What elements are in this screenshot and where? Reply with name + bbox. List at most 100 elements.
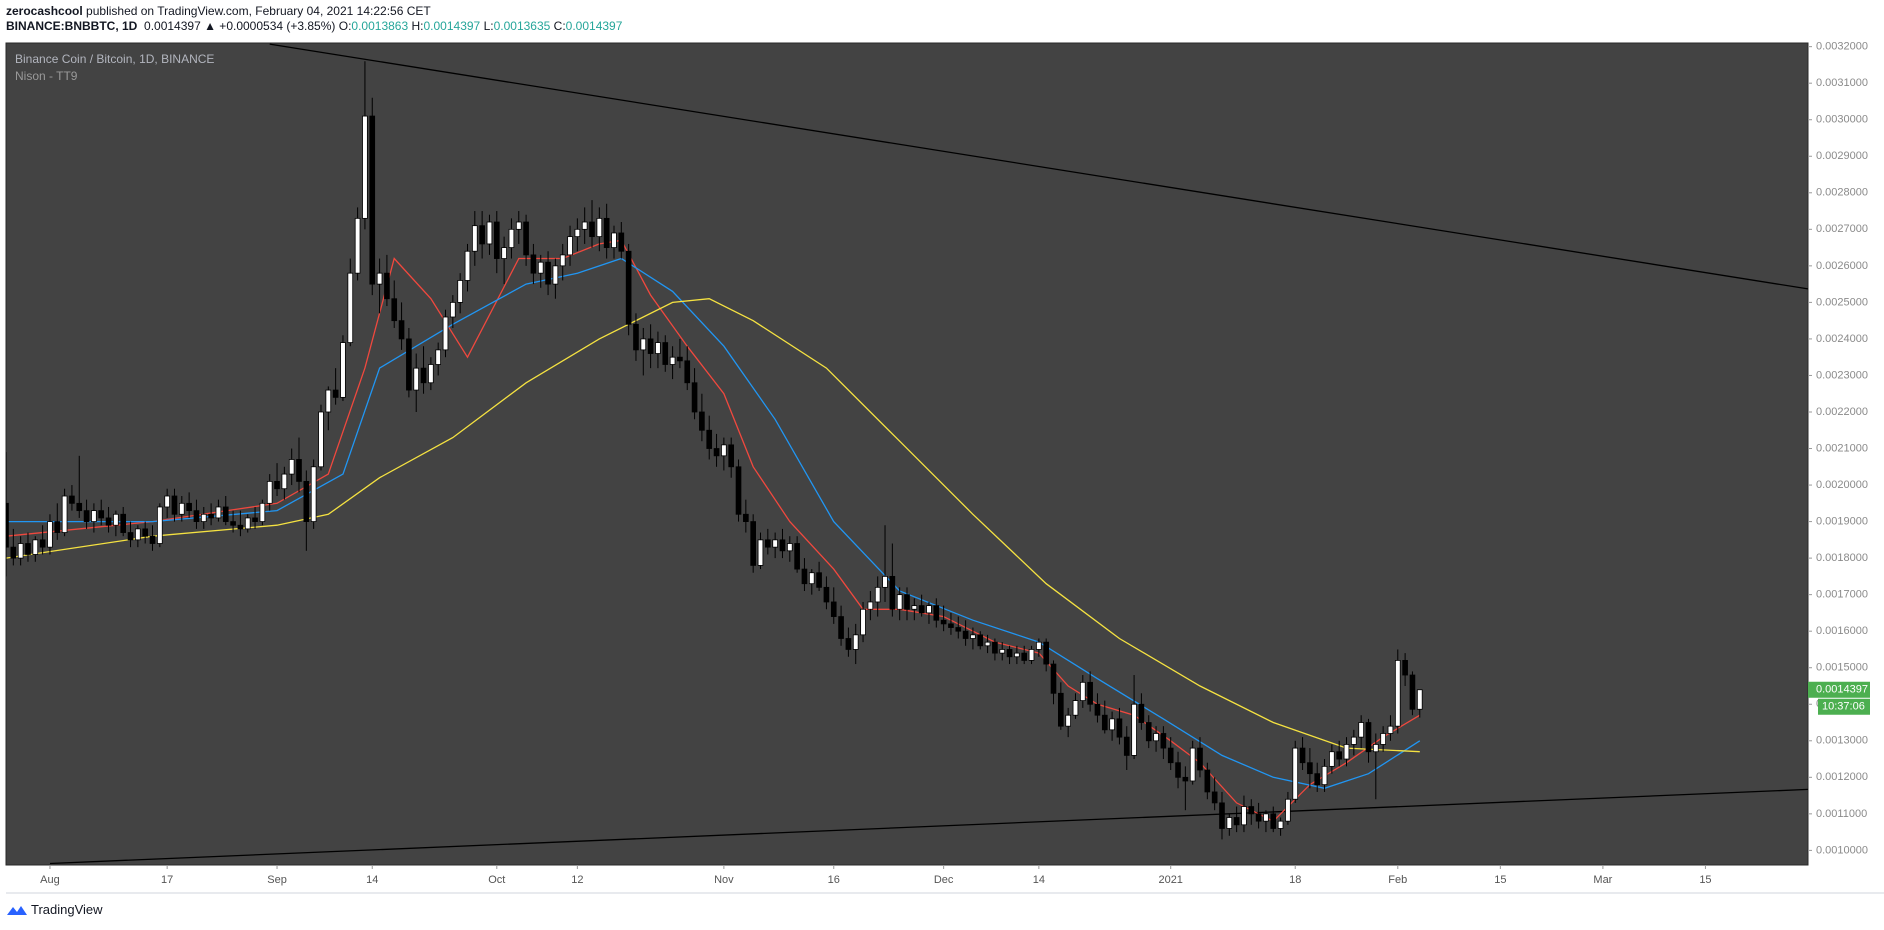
candle-body (105, 517, 112, 526)
candle-body (435, 349, 442, 365)
candle-body (215, 506, 222, 519)
x-tick-label: 15 (1699, 874, 1711, 886)
candle-body (54, 521, 61, 533)
candle-body (1321, 765, 1328, 786)
ohlc-key: O: (338, 19, 352, 33)
last: 0.0014397 (144, 19, 201, 33)
candle-body (1138, 703, 1145, 723)
candle-body (808, 572, 815, 585)
candle-body (508, 228, 515, 248)
candle-body (984, 641, 991, 647)
candle-body (274, 480, 280, 490)
candle-body (471, 225, 478, 252)
candle-body (83, 510, 90, 522)
x-tick-label: 15 (1494, 874, 1506, 886)
candle-body (1123, 736, 1130, 756)
y-tick-label: 0.0013000 (1816, 735, 1868, 747)
y-tick-label: 0.0023000 (1816, 369, 1868, 381)
candle-body (640, 338, 647, 351)
candle-body (47, 521, 53, 548)
candle-body (1065, 714, 1071, 727)
x-tick-label: Nov (714, 874, 734, 886)
candle-body (1402, 660, 1408, 676)
symbol: BINANCE:BNBBTC, 1D (6, 19, 138, 33)
candle-body (1372, 744, 1379, 753)
candle-body (669, 356, 676, 365)
candle-body (581, 221, 588, 230)
candle-body (384, 272, 390, 300)
y-tick-label: 0.0031000 (1816, 77, 1868, 89)
candle-body (244, 517, 251, 530)
y-tick-label: 0.0015000 (1816, 662, 1868, 674)
candle-body (926, 605, 932, 614)
candle-body (1343, 744, 1350, 760)
header-line-1: zerocashcool published on TradingView.co… (6, 4, 622, 19)
candle-body (1211, 791, 1218, 804)
candle-body (1087, 681, 1093, 705)
candle-body (1299, 747, 1306, 764)
candle-body (164, 495, 170, 508)
candle-body (537, 261, 544, 274)
plot-background (5, 42, 1809, 866)
y-tick-label: 0.0021000 (1816, 442, 1868, 454)
candle-body (1270, 813, 1277, 829)
candle-body (530, 254, 537, 274)
candle-body (962, 630, 969, 639)
candle-body (98, 510, 105, 519)
candle-body (1050, 663, 1057, 694)
candle-body (1416, 689, 1423, 710)
candle-body (362, 115, 368, 219)
candle-body (779, 539, 786, 552)
candle-body (713, 448, 720, 457)
candle-body (625, 250, 632, 325)
y-tick-label: 0.0026000 (1816, 260, 1868, 272)
candle-body (442, 316, 449, 351)
candle-body (281, 473, 288, 490)
candle-body (428, 364, 434, 384)
candle-body (1219, 802, 1225, 829)
candle-body (618, 232, 625, 252)
candle-body (1109, 718, 1115, 731)
candle-body (596, 217, 603, 238)
candle-body (252, 517, 258, 522)
plot (6, 43, 1808, 865)
candle-body (1365, 722, 1372, 753)
candle-body (838, 616, 844, 639)
candle-body (743, 513, 749, 522)
candle-body (76, 502, 83, 512)
y-tick-label: 0.0030000 (1816, 114, 1868, 126)
candle-body (32, 539, 39, 555)
candle-body (347, 272, 354, 343)
candle-body (391, 298, 398, 322)
candle-body (230, 521, 236, 526)
candle-body (750, 521, 756, 566)
candle-body (940, 619, 947, 625)
candle-body (852, 634, 859, 650)
candle-body (142, 528, 148, 537)
x-tick-label: Aug (40, 874, 60, 886)
candle-body (830, 601, 837, 617)
candle-body (1014, 652, 1020, 658)
candle-body (1094, 703, 1101, 716)
candle-body (567, 236, 573, 256)
candle-body (17, 543, 24, 559)
candle-body (1336, 751, 1343, 760)
candle-body (120, 513, 127, 533)
candle-body (149, 535, 156, 544)
y-tick-label: 0.0022000 (1816, 406, 1868, 418)
candle-body (1072, 700, 1079, 716)
candle-body (1021, 652, 1028, 661)
candle-body (25, 543, 31, 555)
candle-body (904, 594, 910, 610)
countdown: 10:37:06 (1822, 701, 1865, 713)
candle-body (369, 115, 376, 285)
candle-body (999, 649, 1006, 654)
y-tick-label: 0.0019000 (1816, 515, 1868, 527)
candle-body (655, 342, 661, 354)
candle-body (332, 389, 339, 398)
candle-body (479, 225, 485, 245)
candle-body (1160, 733, 1167, 749)
candle-body (200, 513, 207, 522)
candle-body (208, 513, 214, 519)
trendline (269, 43, 1808, 290)
